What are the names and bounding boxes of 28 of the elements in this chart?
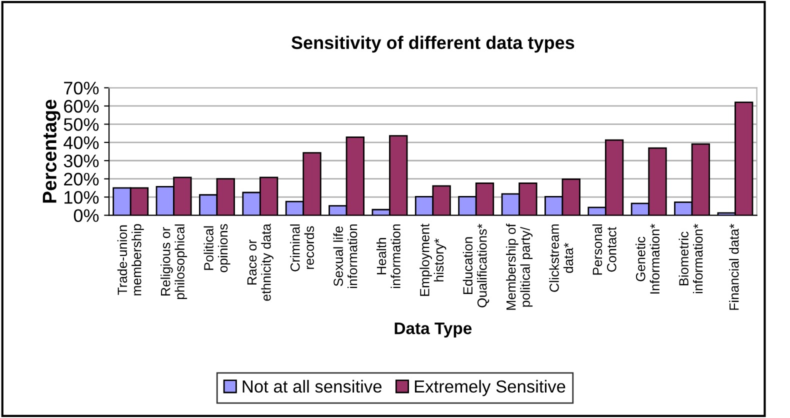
x-tick-label: Financial data*: [729, 224, 739, 310]
y-tick-label: 20%: [64, 172, 99, 186]
x-tick-label: Employment history*: [420, 224, 446, 296]
y-tick-label: 50%: [64, 118, 99, 131]
x-tick-label: Education Qualifications*: [462, 224, 490, 308]
x-tick-label: Membership of political party/: [506, 224, 533, 310]
x-tick-label: Biometric information*: [678, 224, 703, 294]
y-tick-label: 60%: [64, 100, 99, 113]
y-axis-title: Percentage: [42, 100, 60, 203]
y-tick-label: 70%: [64, 82, 99, 94]
y-tick-label: 40%: [64, 136, 99, 150]
y-tick-label: 10%: [64, 190, 99, 204]
x-tick-label: Political opinions: [204, 224, 230, 272]
x-tick-label: Clickstream data*: [549, 224, 574, 292]
chart-title: Sensitivity of different data types: [291, 36, 574, 53]
x-axis-title: Data Type: [394, 322, 472, 338]
x-tick-label: Race or ethnicity data: [247, 224, 274, 301]
y-tick-label: 30%: [64, 154, 99, 168]
x-tick-label: Health information: [376, 224, 400, 288]
x-tick-label: Genetic Information*: [636, 224, 660, 294]
x-tick-label: Personal Contact: [592, 224, 616, 275]
x-tick-label: Religious or philosophical: [160, 224, 188, 300]
legend-label: Not at all sensitive: [242, 380, 382, 393]
legend-label: Extremely Sensitive: [414, 380, 566, 396]
x-tick-label: Trade-union membership: [117, 224, 144, 296]
x-tick-label: Criminal records: [290, 224, 314, 272]
y-tick-label: 0%: [74, 209, 99, 222]
x-tick-label: Sexual life information: [333, 224, 358, 288]
